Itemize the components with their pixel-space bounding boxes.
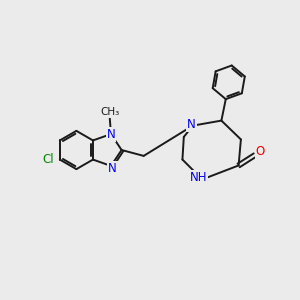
Text: CH₃: CH₃: [100, 107, 120, 117]
Text: Cl: Cl: [43, 153, 54, 166]
Text: O: O: [256, 145, 265, 158]
Text: NH: NH: [190, 171, 208, 184]
Text: N: N: [187, 118, 196, 131]
Text: N: N: [108, 162, 117, 175]
Text: N: N: [106, 128, 116, 141]
